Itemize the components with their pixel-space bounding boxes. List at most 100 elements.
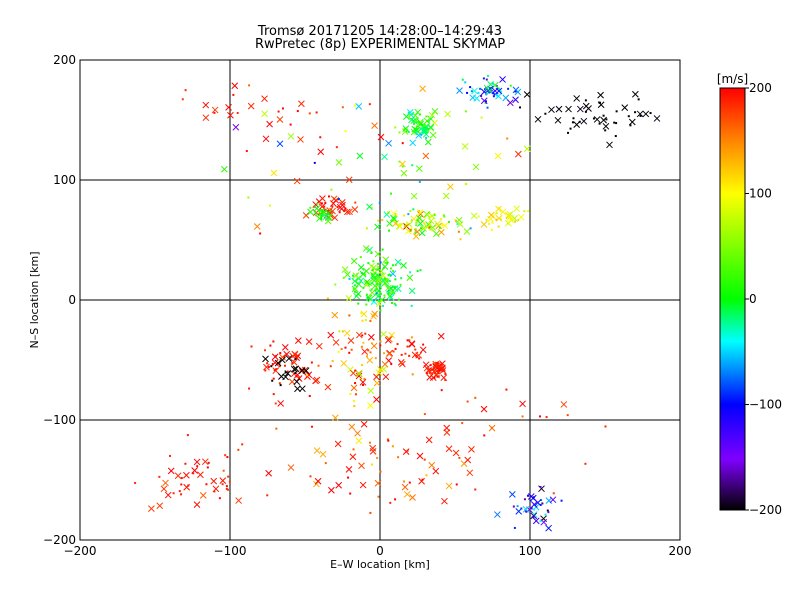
data-point-cross — [534, 115, 542, 123]
data-point-dot — [379, 309, 382, 312]
y-tick-label: 200 — [53, 53, 76, 67]
data-point-dot — [584, 99, 587, 102]
data-point-cross — [357, 277, 365, 285]
data-point-dot — [425, 115, 428, 118]
data-point-dot — [479, 87, 482, 90]
data-point-dot — [319, 209, 322, 212]
data-point-dot — [367, 262, 370, 265]
colorbar-ticks: −200 −100 0 100 200 — [745, 81, 782, 517]
data-point-cross — [345, 466, 353, 473]
data-point-cross — [466, 469, 474, 477]
data-point-dot — [487, 222, 490, 225]
data-point-cross — [349, 369, 357, 377]
data-point-cross — [593, 116, 601, 123]
data-point-cross — [346, 208, 353, 216]
data-point-dot — [523, 498, 526, 501]
data-point-dot — [604, 129, 607, 132]
data-point-dot — [432, 366, 435, 369]
data-point-dot — [415, 131, 418, 134]
data-point-dot — [506, 137, 509, 140]
data-point-dot — [405, 130, 408, 133]
data-point-cross — [355, 103, 363, 110]
data-point-dot — [409, 210, 412, 213]
data-point-cross — [565, 105, 572, 113]
data-point-cross — [472, 163, 480, 171]
data-point-dot — [365, 227, 368, 230]
data-point-dot — [486, 106, 489, 109]
data-point-cross — [400, 169, 408, 177]
data-point-dot — [627, 115, 630, 118]
x-axis-label: E–W location [km] — [330, 558, 430, 571]
data-point-cross — [452, 449, 460, 457]
data-point-dot — [284, 371, 287, 374]
data-point-dot — [402, 214, 405, 217]
data-point-dot — [354, 290, 357, 293]
data-point-dot — [409, 271, 412, 274]
data-point-dot — [387, 439, 390, 442]
data-point-dot — [329, 365, 332, 368]
data-point-dot — [180, 483, 183, 486]
data-point-dot — [334, 283, 337, 286]
data-point-cross — [464, 456, 472, 464]
data-point-dot — [226, 456, 229, 459]
data-point-dot — [376, 457, 379, 460]
data-point-dot — [394, 498, 397, 501]
data-point-cross — [292, 365, 300, 373]
data-point-dot — [629, 124, 632, 127]
data-point-dot — [353, 104, 356, 107]
data-point-dot — [519, 106, 522, 109]
data-point-cross — [160, 485, 168, 493]
data-point-cross — [360, 420, 368, 428]
data-point-cross — [329, 200, 337, 207]
colorbar-tick-label: 200 — [749, 81, 772, 95]
data-point-cross — [381, 263, 389, 270]
data-point-cross — [375, 300, 383, 308]
data-point-cross — [279, 356, 286, 364]
data-point-dot — [308, 395, 311, 398]
data-point-dot — [245, 150, 248, 153]
data-point-dot — [422, 343, 425, 346]
data-point-dot — [321, 209, 324, 212]
data-point-cross — [389, 270, 397, 278]
data-point-cross — [439, 367, 447, 374]
data-point-cross — [636, 110, 644, 118]
data-point-dot — [444, 378, 447, 381]
data-point-dot — [317, 364, 320, 367]
data-point-dot — [438, 369, 441, 372]
data-point-cross — [369, 448, 377, 455]
data-point-cross — [422, 361, 430, 369]
data-point-dot — [488, 91, 491, 94]
data-point-cross — [331, 214, 339, 222]
data-point-cross — [515, 150, 522, 158]
data-point-cross — [344, 271, 351, 278]
data-point-dot — [369, 320, 372, 323]
data-point-dot — [394, 304, 397, 307]
data-point-dot — [413, 122, 416, 125]
data-point-cross — [316, 215, 323, 222]
data-point-dot — [490, 228, 493, 231]
data-point-dot — [328, 195, 331, 198]
data-point-dot — [390, 267, 393, 270]
data-point-dot — [409, 229, 412, 232]
data-point-cross — [382, 373, 390, 381]
data-point-dot — [341, 330, 344, 333]
data-point-dot — [423, 413, 426, 416]
data-point-dot — [605, 118, 608, 121]
data-point-dot — [431, 372, 434, 375]
data-point-dot — [310, 361, 313, 364]
data-point-dot — [401, 142, 404, 145]
data-point-dot — [513, 526, 516, 529]
data-point-dot — [394, 347, 397, 350]
data-point-dot — [266, 362, 269, 365]
data-point-dot — [428, 226, 431, 229]
data-point-cross — [322, 213, 330, 221]
data-point-dot — [342, 276, 345, 279]
data-point-dot — [447, 221, 450, 224]
data-point-dot — [291, 362, 294, 365]
data-point-cross — [431, 107, 439, 115]
data-point-cross — [530, 512, 538, 520]
data-point-dot — [464, 110, 467, 113]
data-point-dot — [360, 345, 363, 348]
data-point-dot — [420, 123, 423, 126]
data-point-dot — [221, 483, 224, 486]
